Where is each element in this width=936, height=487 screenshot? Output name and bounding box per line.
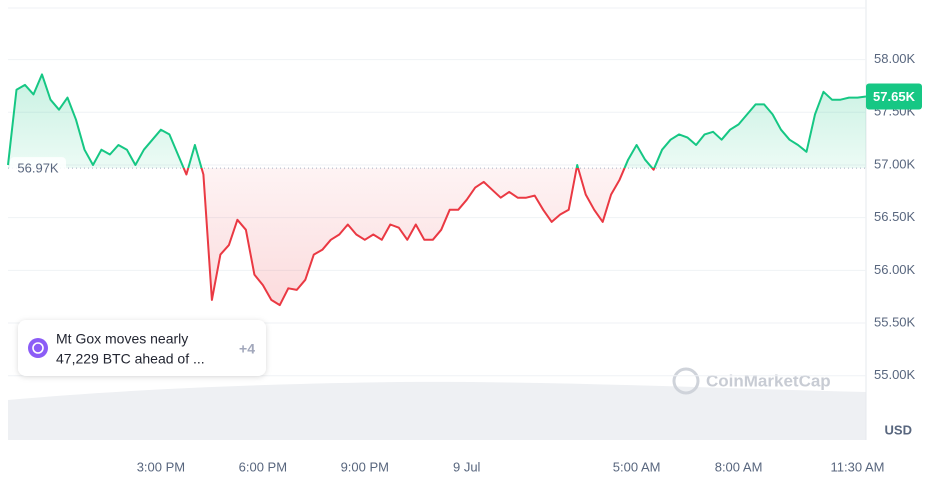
y-tick-label: 55.00K [874,367,916,382]
last-price-label: 57.65K [873,89,916,104]
x-tick-label: 11:30 AM [831,459,885,474]
card-text: 47,229 BTC ahead of ... [56,351,205,367]
x-tick-label: 8:00 AM [715,459,763,474]
area-fill [8,74,866,306]
x-tick-label: 5:00 AM [613,459,661,474]
card-bg [18,320,266,376]
x-tick-label: 9 Jul [453,459,481,474]
card-icon [28,338,48,358]
x-tick-label: 3:00 PM [137,459,185,474]
y-tick-label: 57.00K [874,156,916,171]
last-price-badge [866,83,922,110]
y-tick-label: 58.00K [874,51,916,66]
y-tick-label: 56.50K [874,209,916,224]
baseline-label: 56.97K [17,161,59,176]
watermark: CoinMarketCap [672,367,831,395]
volume-area [8,381,866,440]
card-text: Mt Gox moves nearly [56,331,188,347]
plot: 55.00K55.50K56.00K56.50K57.00K57.50K58.0… [7,7,922,474]
x-tick-label: 9:00 PM [341,459,389,474]
x-tick-label: 6:00 PM [239,459,287,474]
price-line [7,73,867,307]
y-tick-label: 56.00K [874,262,916,277]
card-count: +4 [239,341,255,357]
watermark-logo [672,367,700,395]
news-card[interactable]: Mt Gox moves nearly 47,229 BTC ahead of … [18,320,266,376]
y-axis-label: USD [885,422,912,437]
y-tick-label: 55.50K [874,314,916,329]
card-icon-clock [32,342,44,354]
baseline-label-bg [10,157,66,178]
watermark-text: CoinMarketCap [706,371,831,390]
